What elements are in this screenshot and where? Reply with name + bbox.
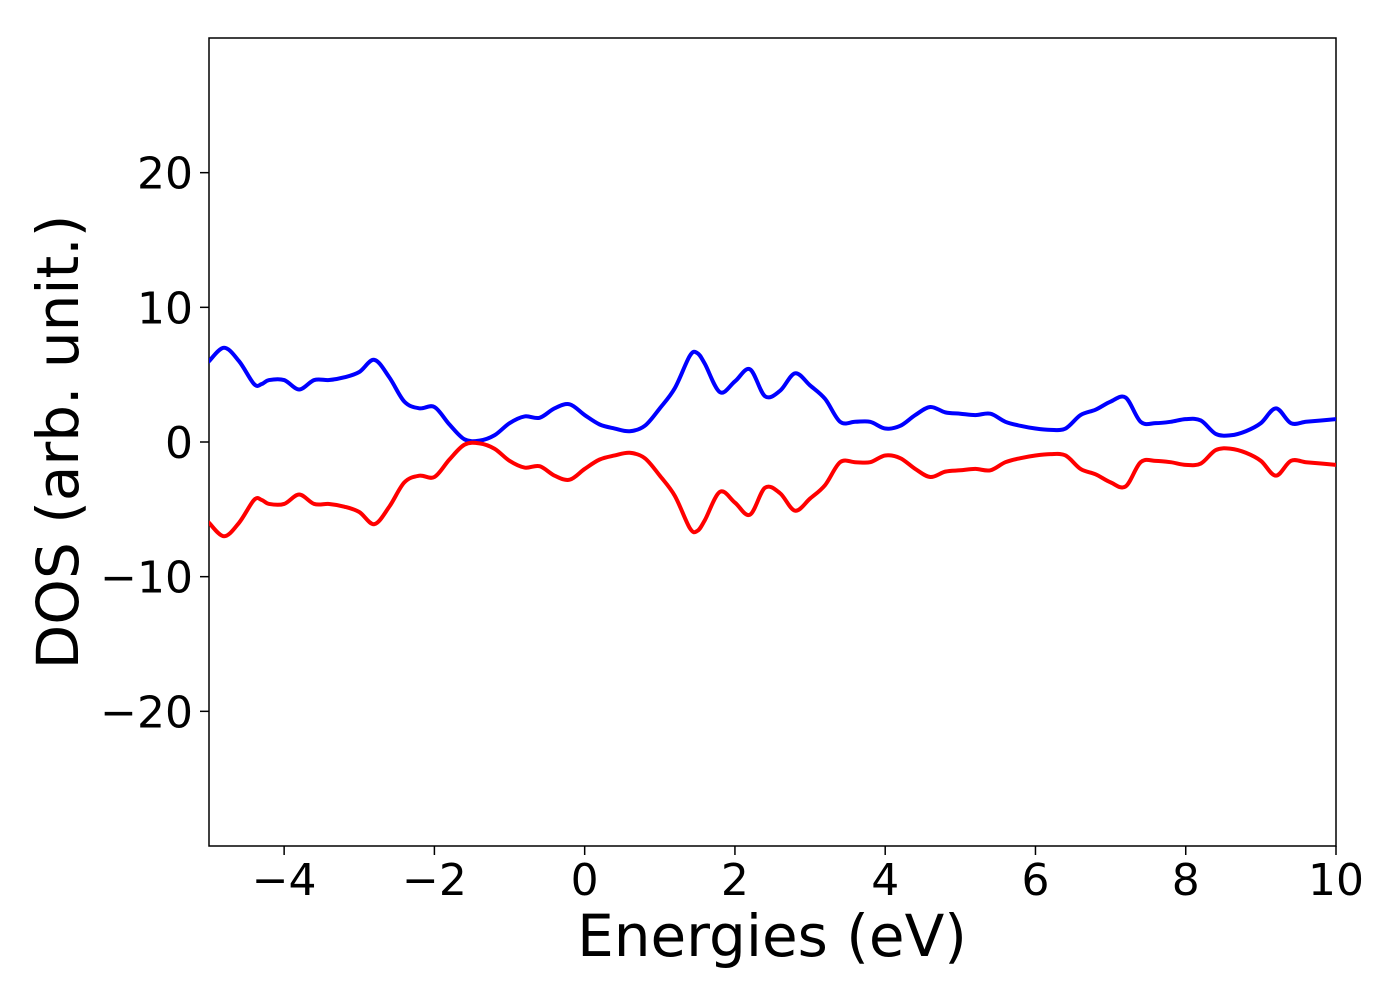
x-tick-label: 6 [1021,855,1049,906]
plot-area [208,37,1337,847]
y-tick-label: −20 [100,687,193,738]
x-tick-label: 0 [571,855,599,906]
x-axis-title: Energies (eV) [577,902,967,970]
y-axis-title: DOS (arb. unit.) [24,215,92,670]
y-tick-label: −10 [100,553,193,604]
x-axis: −4 −2 0 2 4 6 8 10 [252,846,1364,906]
spin-down-line [209,440,1336,539]
y-tick-label: 20 [137,149,193,200]
y-axis: −20 −10 0 10 20 [100,149,209,738]
series-group [209,345,1336,539]
x-tick-label: 4 [871,855,899,906]
y-tick-label: 0 [165,418,193,469]
x-tick-label: 10 [1308,855,1364,906]
x-tick-label: −4 [252,855,317,906]
x-tick-label: 8 [1172,855,1200,906]
y-tick-label: 10 [137,283,193,334]
x-tick-label: −2 [402,855,467,906]
x-tick-label: 2 [721,855,749,906]
spin-up-line [209,345,1336,444]
